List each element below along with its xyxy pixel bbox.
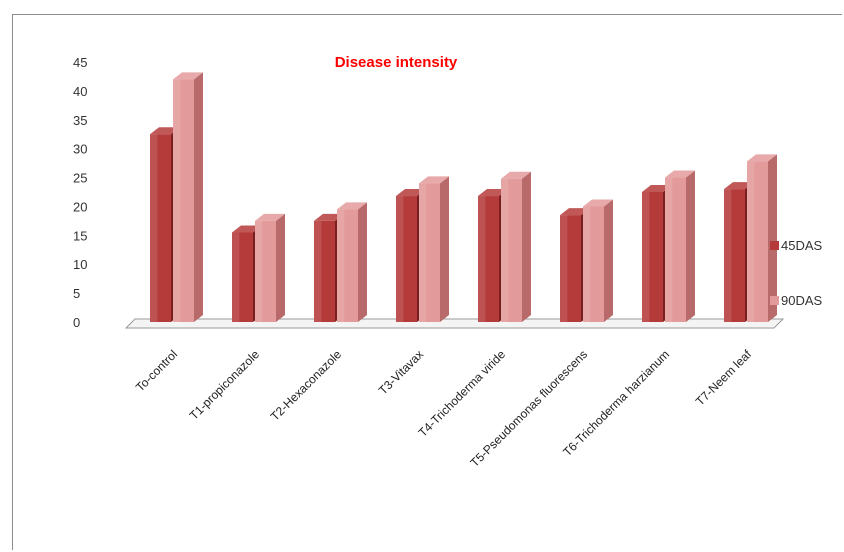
category-label: T2-Hexaconazole (268, 347, 345, 424)
bar-90das (665, 170, 695, 322)
bar-90das (255, 213, 285, 322)
category-label: To-control (133, 347, 180, 394)
category-labels: To-control T1-propiconazole T2-Hexaconazol… (133, 347, 755, 470)
category-label: T1-propiconazole (187, 347, 263, 423)
legend-swatch (770, 241, 779, 250)
y-tick-label: 30 (73, 142, 87, 157)
chart-floor (124, 318, 785, 329)
bar-90das (419, 176, 449, 322)
y-tick-label: 10 (73, 257, 87, 272)
bar-90das (747, 154, 777, 322)
y-tick-label: 40 (73, 84, 87, 99)
category-label: T7-Neem leaf (693, 347, 755, 409)
y-tick-label: 20 (73, 199, 87, 214)
bar-chart: Disease intensity 0 5 10 15 20 25 30 35 40 45 To-… (73, 54, 823, 470)
bar-90das (583, 199, 613, 322)
y-tick-label: 25 (73, 171, 87, 186)
y-tick-label: 15 (73, 228, 87, 243)
bar-90das (173, 72, 203, 322)
legend-label: 90DAS (781, 293, 823, 308)
y-tick-label: 0 (73, 315, 80, 330)
y-tick-label: 5 (73, 286, 80, 301)
legend: 45DAS 90DAS (770, 238, 823, 308)
bar-90das (337, 202, 367, 322)
category-label: T4-Trichoderma viride (416, 347, 509, 440)
legend-swatch (770, 296, 779, 305)
floor-plane (124, 318, 785, 329)
legend-label: 45DAS (781, 238, 823, 253)
category-label: T3-Vitavax (376, 347, 426, 397)
bars (150, 72, 777, 322)
y-tick-label: 45 (73, 55, 87, 70)
chart-title: Disease intensity (335, 54, 458, 71)
chart-frame: Disease intensity 0 5 10 15 20 25 30 35 40 45 To-… (12, 14, 842, 550)
y-tick-label: 35 (73, 113, 87, 128)
y-axis: 0 5 10 15 20 25 30 35 40 45 (73, 55, 122, 330)
bar-90das (501, 171, 531, 322)
